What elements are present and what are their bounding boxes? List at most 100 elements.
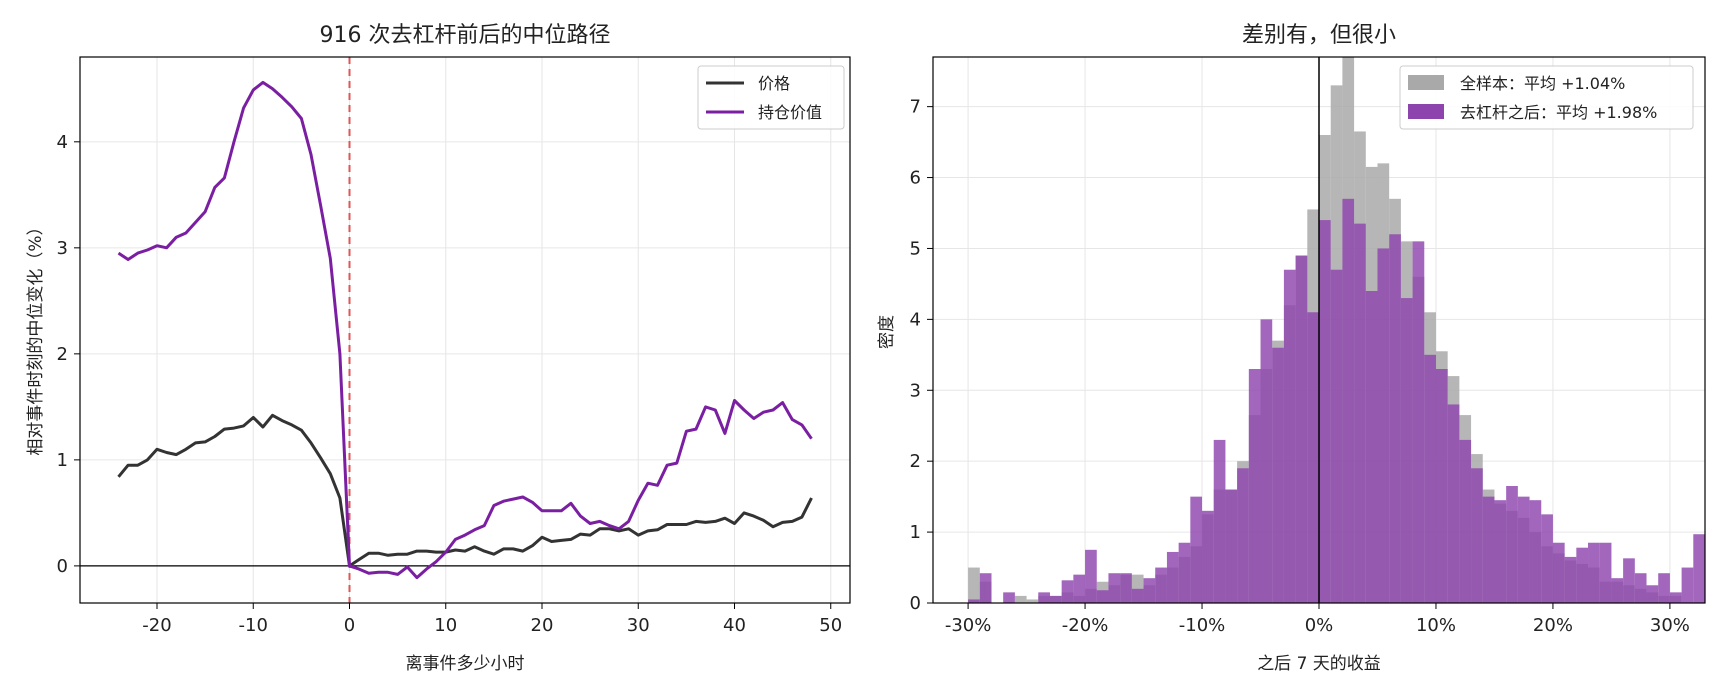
histogram-bar-after-deleveraging [1377,248,1390,603]
histogram-bar-after-deleveraging [1295,255,1308,604]
left-x-tick-label: -10 [239,615,268,636]
histogram-bar-after-deleveraging [1073,574,1086,603]
right-legend: 全样本：平均 +1.04% 去杠杆之后：平均 +1.98% [1399,65,1694,130]
histogram-bar-after-deleveraging [1225,489,1238,603]
right-y-axis-label: 密度 [877,315,897,349]
right-x-tick-label: -30% [945,615,992,636]
left-y-axis-label: 相对事件时刻的中位变化（%） [26,218,46,455]
right-x-axis-label: 之后 7 天的收益 [1257,654,1381,674]
left-legend: 价格 持仓价值 [697,65,845,130]
histogram-bar-after-deleveraging [1599,542,1612,603]
right-x-tick-label: -10% [1179,615,1226,636]
histogram-bar-after-deleveraging [1166,551,1179,603]
histogram-bar-after-deleveraging [1517,496,1530,603]
histogram-bar-after-deleveraging [1588,542,1600,603]
right-y-tick-label: 0 [910,593,921,614]
histogram-bar-after-deleveraging [1061,580,1074,603]
left-x-tick-label: 30 [627,615,650,636]
histogram-bar-after-deleveraging [1049,595,1062,603]
histogram-bar-after-deleveraging [1693,534,1705,603]
histogram-bar-after-deleveraging [1482,496,1495,603]
left-y-tick-label: 3 [57,238,68,259]
right-legend-box [1399,65,1694,130]
histogram-bar-after-deleveraging [1307,312,1319,603]
histogram-bar-after-deleveraging [1155,567,1167,603]
histogram-bar-full-sample [968,567,980,603]
legend-swatch-after-deleveraging [1408,104,1444,119]
legend-label-price: 价格 [758,74,790,93]
histogram-bar-after-deleveraging [1576,547,1589,603]
histogram-bar-after-deleveraging [1319,220,1331,603]
histogram-bar-after-deleveraging [1330,269,1343,603]
histogram-bar-after-deleveraging [1564,556,1577,603]
histogram-bar-after-deleveraging [1354,223,1366,603]
left-y-ticks: 0 1 2 3 4 [57,132,80,577]
histogram-bar-after-deleveraging [1131,588,1144,603]
histogram-bar-after-deleveraging [1506,486,1518,603]
histogram-bar-after-deleveraging [1611,578,1624,603]
right-bars-group [968,57,1705,604]
histogram-bar-after-deleveraging [1634,573,1647,603]
histogram-bar-after-deleveraging [1552,542,1565,603]
histogram-bar-after-deleveraging [1471,468,1483,603]
histogram-bar-after-deleveraging [1681,567,1694,603]
histogram-bar-after-deleveraging [968,599,980,603]
histogram-bar-after-deleveraging [1108,573,1121,603]
right-y-tick-label: 5 [910,238,921,259]
left-line-chart: 916 次去杠杆前后的中位路径 -20 -10 0 10 20 30 40 50 01234 … [26,23,851,674]
left-grid [80,57,850,603]
left-x-tick-label: 50 [819,615,842,636]
histogram-bar-after-deleveraging [1494,500,1507,603]
legend-label-after-deleveraging: 去杠杆之后：平均 +1.98% [1460,103,1657,122]
right-x-tick-label: 10% [1416,615,1456,636]
right-y-tick-label: 6 [910,168,921,189]
left-x-tick-label: 10 [434,615,457,636]
left-series-line-position-value [117,80,813,580]
right-y-tick-label: 7 [910,97,921,118]
left-x-ticks: -20 -10 0 10 20 30 40 50 [142,603,842,636]
left-chart-title: 916 次去杠杆前后的中位路径 [320,23,611,48]
histogram-bar-after-deleveraging [1529,500,1542,603]
histogram-bar-after-deleveraging [1038,592,1050,603]
histogram-bar-after-deleveraging [979,573,992,603]
left-x-tick-label: 40 [723,615,746,636]
left-x-axis-label: 离事件多少小时 [406,654,525,674]
right-histogram-chart: 差别有，但很小 -30% -20% -10% 0% 10% 20% 30% 0 1 2 3 4 5 6 7… [877,23,1706,674]
histogram-bar-full-sample [1014,595,1027,603]
right-y-tick-label: 1 [910,522,921,543]
histogram-bar-after-deleveraging [1412,241,1425,604]
histogram-bar-after-deleveraging [1424,354,1436,603]
histogram-bar-after-deleveraging [1365,291,1378,603]
histogram-bar-after-deleveraging [1541,514,1553,603]
histogram-bar-after-deleveraging [1669,592,1682,603]
right-y-tick-label: 2 [910,451,921,472]
histogram-bar-after-deleveraging [1389,234,1401,603]
histogram-bar-after-deleveraging [1272,347,1284,603]
right-x-tick-label: 30% [1650,615,1690,636]
histogram-bar-after-deleveraging [1623,558,1635,603]
histogram-bar-after-deleveraging [1085,549,1097,603]
histogram-bar-after-deleveraging [1213,439,1226,603]
right-x-ticks: -30% -20% -10% 0% 10% 20% 30% [945,603,1690,636]
legend-label-full-sample: 全样本：平均 +1.04% [1460,74,1625,93]
left-y-tick-label: 2 [57,344,68,365]
left-plot-frame [79,56,851,604]
right-x-tick-label: 0% [1305,615,1334,636]
left-x-tick-label: 0 [344,615,355,636]
histogram-bar-after-deleveraging [1459,439,1472,603]
histogram-bar-after-deleveraging [1237,468,1249,603]
histogram-bar-after-deleveraging [1260,319,1273,603]
histogram-bar-after-deleveraging [1658,573,1670,603]
histogram-bar-after-deleveraging [1143,578,1156,603]
histogram-bar-after-deleveraging [1120,573,1132,603]
left-y-tick-label: 0 [57,556,68,577]
histogram-bar-after-deleveraging [1447,404,1460,603]
histogram-bar-after-deleveraging [1202,510,1214,603]
left-y-tick-label: 4 [57,132,68,153]
histogram-bar-after-deleveraging [1096,590,1109,603]
histogram-bar-after-deleveraging [1283,269,1296,603]
left-reference-lines [80,57,850,603]
left-y-tick-label: 1 [57,450,68,471]
histogram-bar-after-deleveraging [1646,585,1659,603]
